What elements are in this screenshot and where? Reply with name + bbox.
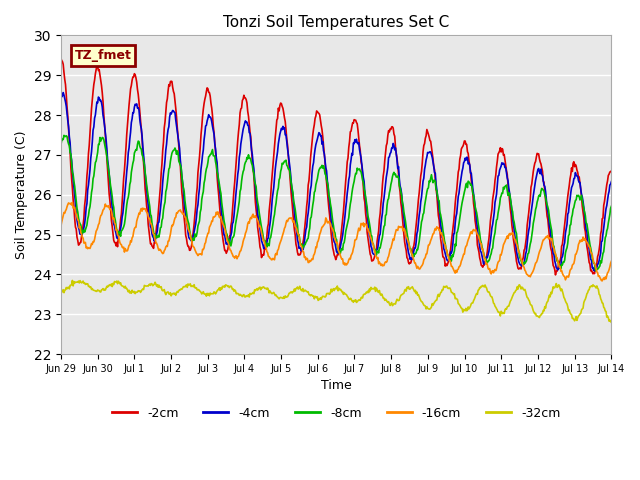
Line: -8cm: -8cm [61, 135, 611, 271]
-32cm [420, 302, 428, 308]
-4cm [420, 175, 428, 181]
Line: -4cm: -4cm [61, 93, 611, 271]
-4cm [60, 90, 67, 96]
-16cm [209, 214, 217, 220]
-4cm [404, 245, 412, 251]
-2cm [209, 113, 216, 119]
-2cm [403, 255, 411, 261]
-8cm [607, 204, 615, 209]
-2cm [180, 209, 188, 215]
-8cm [57, 142, 65, 148]
-8cm [420, 210, 428, 216]
-32cm [404, 285, 412, 291]
-2cm [552, 272, 559, 278]
-4cm [591, 268, 598, 274]
X-axis label: Time: Time [321, 379, 351, 392]
Line: -2cm: -2cm [61, 59, 611, 275]
-2cm [419, 149, 427, 155]
-32cm [209, 291, 217, 297]
-8cm [68, 160, 76, 166]
-2cm [124, 121, 131, 127]
-16cm [420, 257, 428, 263]
-8cm [60, 132, 68, 138]
-8cm [404, 234, 412, 240]
-4cm [180, 199, 188, 205]
-2cm [57, 56, 65, 61]
-2cm [607, 168, 615, 174]
-16cm [57, 224, 65, 229]
-4cm [57, 93, 65, 98]
-8cm [180, 189, 188, 194]
-16cm [598, 278, 606, 284]
Text: TZ_fmet: TZ_fmet [75, 49, 132, 62]
-16cm [404, 238, 412, 243]
-4cm [124, 150, 132, 156]
-32cm [180, 284, 188, 289]
-16cm [607, 258, 615, 264]
-16cm [68, 200, 76, 205]
-8cm [209, 153, 217, 158]
Title: Tonzi Soil Temperatures Set C: Tonzi Soil Temperatures Set C [223, 15, 449, 30]
-32cm [68, 277, 76, 283]
-16cm [124, 245, 132, 251]
-32cm [124, 289, 132, 295]
-32cm [57, 290, 65, 296]
Y-axis label: Soil Temperature (C): Soil Temperature (C) [15, 131, 28, 259]
-32cm [67, 282, 75, 288]
-2cm [67, 165, 75, 170]
-8cm [592, 268, 600, 274]
-8cm [124, 194, 132, 200]
-4cm [607, 179, 615, 184]
Line: -16cm: -16cm [61, 203, 611, 281]
-16cm [180, 212, 188, 217]
-4cm [209, 127, 217, 133]
Legend: -2cm, -4cm, -8cm, -16cm, -32cm: -2cm, -4cm, -8cm, -16cm, -32cm [107, 402, 565, 425]
-32cm [607, 320, 615, 325]
Line: -32cm: -32cm [61, 280, 611, 323]
-4cm [68, 157, 76, 163]
-16cm [67, 201, 75, 206]
